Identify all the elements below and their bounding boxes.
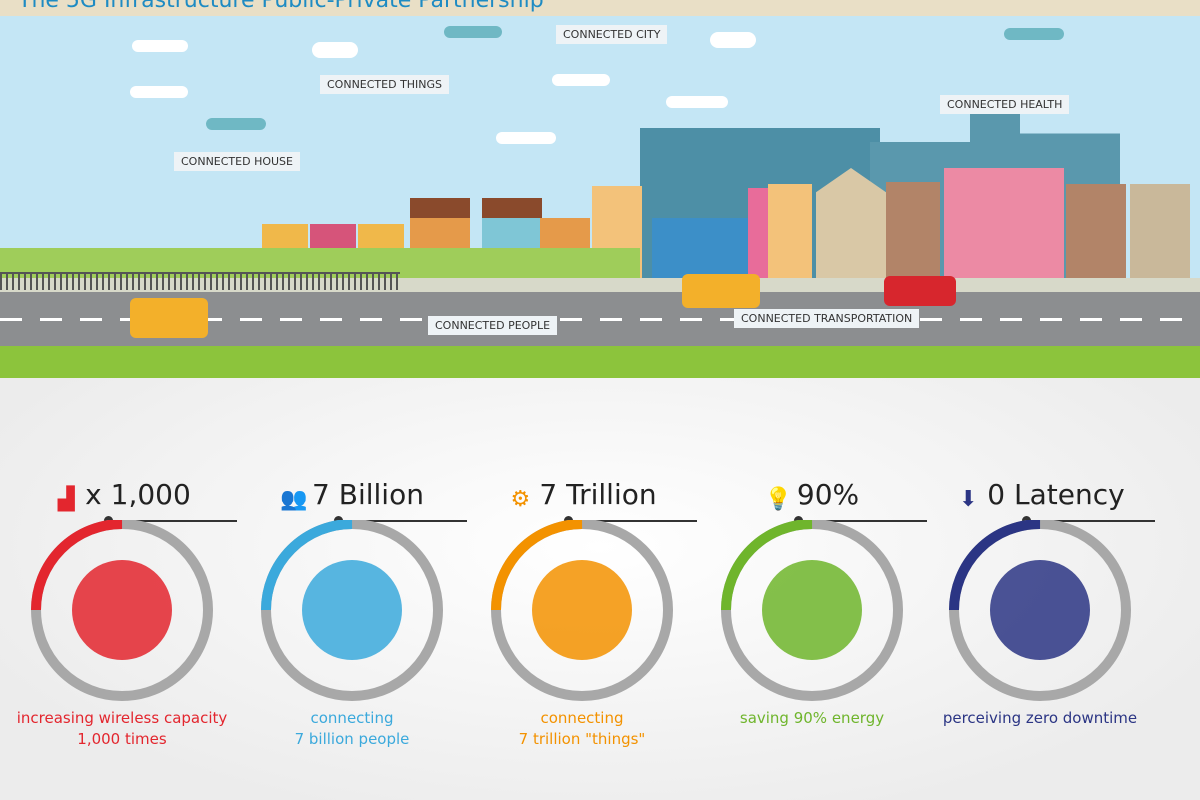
stat-3: 💡 90% saving 90% energy — [697, 378, 927, 800]
building — [768, 184, 812, 278]
title-band: The 5G Infrastructure Public-Private Par… — [0, 0, 1200, 16]
stat-ring — [261, 520, 443, 701]
stat-headline-text: x 1,000 — [85, 478, 191, 511]
city-skyline — [0, 16, 1200, 278]
stat-1: 👥 7 Billion connecting 7 billion people — [237, 378, 467, 800]
bus — [682, 274, 760, 308]
stat-ring — [949, 520, 1131, 701]
building — [1130, 184, 1190, 278]
ring-arc — [721, 520, 903, 701]
stat-caption: connecting 7 billion people — [237, 708, 467, 750]
stat-ring — [491, 520, 673, 701]
stat-illustration — [72, 560, 172, 660]
stat-illustration — [532, 560, 632, 660]
label-connected-house: CONNECTED HOUSE — [174, 152, 300, 171]
label-connected-health: CONNECTED HEALTH — [940, 95, 1070, 114]
ring-arc — [949, 520, 1131, 701]
stat-headline: 👥 7 Billion — [237, 478, 467, 512]
ring-arc — [31, 520, 213, 701]
caption-line-1: perceiving zero downtime — [942, 709, 1138, 727]
label-connected-things: CONNECTED THINGS — [320, 75, 450, 94]
label-connected-city: CONNECTED CITY — [556, 25, 668, 44]
stat-caption: saving 90% energy — [697, 708, 927, 729]
caption-line-1: connecting — [540, 709, 624, 727]
stat-caption: increasing wireless capacity 1,000 times — [7, 708, 237, 750]
cloud — [130, 86, 188, 98]
building — [1066, 184, 1126, 278]
grass — [0, 346, 1200, 378]
caption-line-1: connecting — [310, 709, 394, 727]
stat-headline-text: 0 Latency — [987, 478, 1125, 511]
download-icon: ⬇ — [959, 487, 978, 512]
stat-headline-text: 7 Billion — [312, 478, 424, 511]
cloud — [206, 118, 266, 130]
divider — [337, 520, 467, 522]
caption-line-1: saving 90% energy — [739, 709, 885, 727]
caption-line-2: 7 billion people — [294, 730, 410, 748]
fence — [0, 272, 400, 290]
divider — [797, 520, 927, 522]
car — [884, 276, 956, 306]
stat-headline: ⬇ 0 Latency — [925, 478, 1155, 512]
label-connected-transportation: CONNECTED TRANSPORTATION — [734, 309, 920, 328]
stat-4: ⬇ 0 Latency perceiving zero downtime — [925, 378, 1155, 800]
stat-caption: perceiving zero downtime — [925, 708, 1155, 729]
divider — [567, 520, 697, 522]
stat-ring — [721, 520, 903, 701]
stat-0: ▟ x 1,000 increasing wireless capacity 1,0… — [7, 378, 237, 800]
stat-headline: 💡 90% — [697, 478, 927, 512]
cloud — [1004, 28, 1064, 40]
stat-headline: ⚙ 7 Trillion — [467, 478, 697, 512]
lightbulb-icon: 💡 — [764, 487, 793, 512]
stat-illustration — [302, 560, 402, 660]
caption-line-2: 7 trillion "things" — [518, 730, 646, 748]
caption-line-2: 1,000 times — [77, 730, 167, 748]
building — [816, 168, 886, 278]
stat-ring — [31, 520, 213, 701]
stat-illustration — [762, 560, 862, 660]
gears-icon: ⚙ — [510, 487, 531, 512]
cloud — [666, 96, 728, 108]
stat-headline: ▟ x 1,000 — [7, 478, 237, 512]
signal-bars-icon: ▟ — [57, 487, 75, 512]
divider — [1025, 520, 1155, 522]
stat-headline-text: 7 Trillion — [539, 478, 657, 511]
page-title: The 5G Infrastructure Public-Private Par… — [18, 0, 544, 13]
cloud — [496, 132, 556, 144]
cloud — [312, 42, 358, 58]
delivery-van — [130, 298, 208, 338]
building — [886, 182, 940, 278]
cloud — [552, 74, 610, 86]
ring-arc — [491, 520, 673, 701]
people-group-icon: 👥 — [280, 487, 308, 512]
caption-line-1: increasing wireless capacity — [16, 709, 228, 727]
divider — [107, 520, 237, 522]
stat-caption: connecting 7 trillion "things" — [467, 708, 697, 750]
stats-section: ▟ x 1,000 increasing wireless capacity 1,0… — [0, 378, 1200, 800]
cloud — [444, 26, 502, 38]
stat-2: ⚙ 7 Trillion connecting 7 trillion "things… — [467, 378, 697, 800]
label-connected-people: CONNECTED PEOPLE — [428, 316, 558, 335]
cloud — [132, 40, 188, 52]
road-markings — [0, 318, 1200, 321]
ring-arc — [261, 520, 443, 701]
hospital — [944, 168, 1064, 278]
cloud — [710, 32, 756, 48]
stat-illustration — [990, 560, 1090, 660]
stat-headline-text: 90% — [796, 478, 860, 511]
